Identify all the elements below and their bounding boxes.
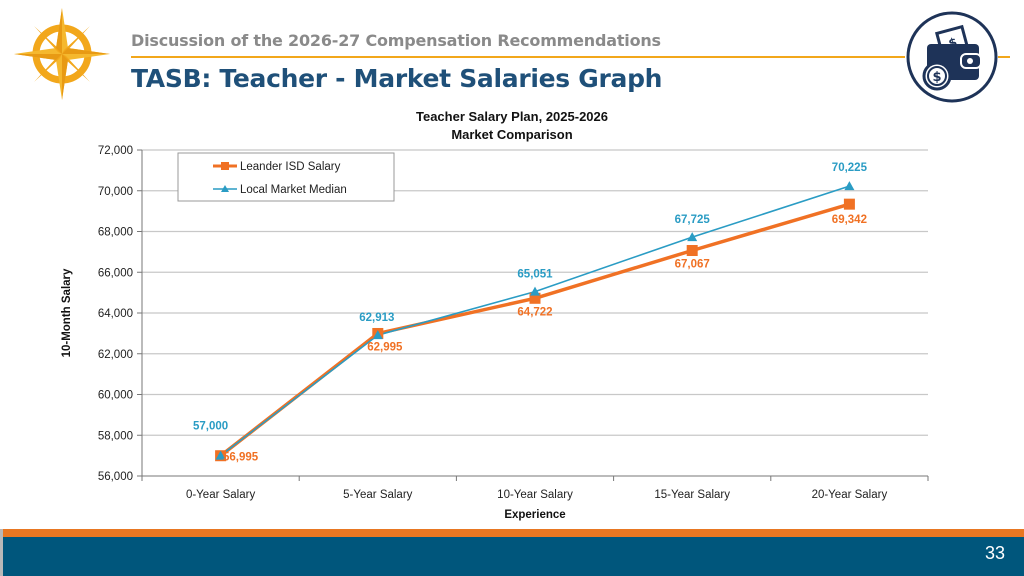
market-marker bbox=[215, 450, 226, 460]
x-tick-label: 20-Year Salary bbox=[812, 489, 888, 501]
page-number: 33 bbox=[984, 543, 1005, 563]
footer-edge bbox=[0, 529, 3, 576]
y-tick-label: 64,000 bbox=[98, 308, 133, 320]
leander-marker bbox=[843, 198, 855, 210]
footer-accent-bar bbox=[0, 529, 1024, 537]
legend-leander-label: Leander ISD Salary bbox=[240, 161, 341, 173]
x-tick-label: 0-Year Salary bbox=[186, 489, 256, 501]
legend-market-label: Local Market Median bbox=[240, 184, 347, 196]
market-marker bbox=[844, 181, 855, 191]
legend-market-marker bbox=[221, 185, 229, 192]
leander-line bbox=[219, 202, 850, 458]
svg-text:$: $ bbox=[932, 70, 941, 85]
header-divider-right bbox=[998, 56, 1010, 58]
x-axis-label: Experience bbox=[504, 509, 565, 521]
market-marker bbox=[687, 232, 698, 242]
compass-star-icon bbox=[14, 8, 110, 100]
footer-bar bbox=[0, 537, 1024, 576]
chart-title: Teacher Salary Plan, 2025-2026 bbox=[416, 109, 608, 124]
market-data-label: 65,051 bbox=[517, 269, 553, 281]
slide-title: TASB: Teacher - Market Salaries Graph bbox=[131, 64, 663, 93]
leander-data-label: 62,995 bbox=[367, 341, 403, 353]
salary-line-chart: Teacher Salary Plan, 2025-2026 Market Com… bbox=[61, 109, 929, 521]
leander-data-label: 56,995 bbox=[223, 452, 259, 464]
legend-leander-marker bbox=[221, 162, 229, 170]
leander-data-label: 64,722 bbox=[517, 306, 552, 318]
y-tick-label: 58,000 bbox=[98, 430, 133, 442]
svg-text:$: $ bbox=[947, 35, 959, 51]
presentation-subtitle: Discussion of the 2026-27 Compensation R… bbox=[131, 31, 661, 50]
y-tick-label: 72,000 bbox=[98, 145, 133, 157]
y-tick-label: 70,000 bbox=[98, 186, 133, 198]
y-tick-label: 56,000 bbox=[98, 471, 133, 483]
market-line bbox=[220, 185, 850, 457]
market-data-label: 62,913 bbox=[359, 312, 394, 324]
leander-marker bbox=[529, 292, 541, 304]
leander-marker bbox=[686, 245, 698, 257]
leander-data-label: 69,342 bbox=[832, 214, 867, 226]
wallet-dollar-icon: $ $ bbox=[906, 11, 998, 103]
market-data-label: 70,225 bbox=[832, 162, 868, 174]
market-marker bbox=[530, 286, 540, 296]
market-marker bbox=[372, 330, 383, 340]
y-tick-label: 62,000 bbox=[98, 349, 133, 361]
y-tick-label: 66,000 bbox=[98, 267, 133, 279]
x-tick-label: 10-Year Salary bbox=[497, 489, 573, 501]
y-axis-label: 10-Month Salary bbox=[61, 268, 73, 357]
market-data-label: 57,000 bbox=[193, 421, 228, 433]
legend-box bbox=[177, 152, 395, 202]
x-tick-label: 15-Year Salary bbox=[654, 489, 730, 501]
market-data-label: 67,725 bbox=[675, 214, 711, 226]
chart-subtitle: Market Comparison bbox=[451, 127, 572, 142]
x-tick-label: 5-Year Salary bbox=[343, 489, 413, 501]
header-divider bbox=[131, 56, 905, 58]
y-tick-label: 60,000 bbox=[98, 390, 133, 402]
y-tick-label: 68,000 bbox=[98, 227, 133, 239]
leander-data-label: 67,067 bbox=[675, 259, 710, 271]
